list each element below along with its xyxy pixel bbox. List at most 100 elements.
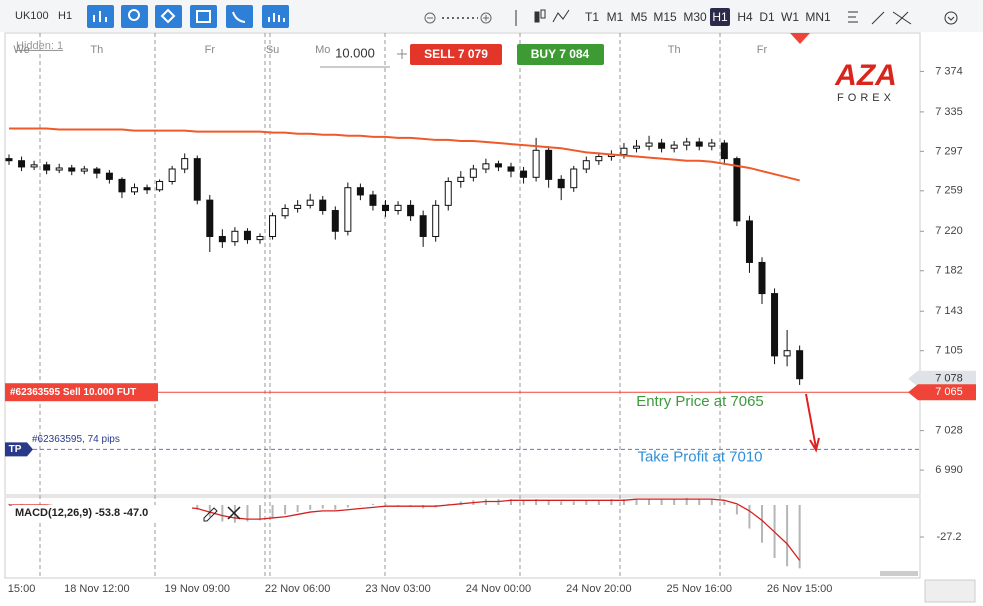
- period-highlight: [710, 8, 730, 26]
- candle-body: [18, 160, 26, 168]
- logo-sub: FOREX: [837, 92, 895, 104]
- period[interactable]: M30: [683, 10, 707, 24]
- hidden-count[interactable]: Hidden: 1: [16, 40, 63, 52]
- macd-bar: [321, 505, 324, 509]
- period[interactable]: MN1: [805, 10, 831, 24]
- buy-label[interactable]: BUY 7 084: [531, 47, 590, 61]
- icon: [232, 11, 246, 23]
- macd-bar: [547, 500, 550, 506]
- period[interactable]: M1: [607, 10, 624, 24]
- candle-body: [105, 172, 113, 180]
- logo: AZA FOREX: [834, 59, 897, 104]
- scrollbar[interactable]: [880, 571, 918, 576]
- y-tick-label: 6 990: [935, 464, 963, 476]
- macd-bar: [698, 499, 701, 506]
- price-tag-bg: [908, 384, 976, 401]
- timeframe[interactable]: H1: [58, 10, 72, 22]
- candle-body: [231, 230, 239, 243]
- y-tick-label: 7 297: [935, 145, 963, 157]
- macd-bar: [522, 500, 525, 506]
- edit-icon[interactable]: [203, 507, 218, 522]
- candle-body: [43, 164, 51, 171]
- candle-body: [494, 163, 502, 168]
- period[interactable]: M5: [631, 10, 648, 24]
- icon: [268, 13, 285, 22]
- candle-body: [595, 156, 603, 162]
- candle-body: [269, 215, 277, 237]
- y-tick-label: 7 105: [935, 345, 963, 357]
- candle-body: [55, 167, 63, 171]
- period[interactable]: D1: [759, 10, 775, 24]
- macd-title: MACD(12,26,9) -53.8 -47.0: [15, 507, 148, 519]
- macd-bar: [309, 505, 312, 510]
- candle-body: [80, 168, 88, 172]
- y-tick-label: 7 220: [935, 225, 963, 237]
- macd-bar: [284, 505, 287, 515]
- sell-button[interactable]: [410, 44, 502, 65]
- draw-tools[interactable]: [848, 11, 958, 25]
- macd-title-bg: [12, 505, 192, 520]
- candle-body: [68, 167, 76, 172]
- candle-body: [143, 187, 151, 191]
- chart-type-icons[interactable]: [515, 9, 570, 26]
- candle-body: [745, 220, 753, 263]
- price-tag: 7 065: [935, 386, 963, 398]
- macd-bar: [535, 499, 538, 506]
- x-tick-label: 15:00: [8, 583, 36, 595]
- candle-body: [582, 160, 590, 170]
- macd-bar: [371, 503, 374, 506]
- level-label: Entry Price at 7065: [636, 393, 764, 410]
- macd-bar: [685, 497, 688, 506]
- x-tick-label: 22 Nov 06:00: [265, 583, 330, 595]
- x-tick-label: 26 Nov 15:00: [767, 583, 832, 595]
- symbol[interactable]: UK100: [15, 10, 49, 22]
- day-label: Mo: [315, 44, 330, 56]
- macd-bar: [723, 501, 726, 506]
- candle-body: [733, 158, 741, 222]
- tool-button[interactable]: [226, 5, 253, 28]
- arrow: [805, 393, 820, 453]
- tp-note: #62363595, 74 pips: [32, 434, 120, 445]
- macd-bar: [748, 505, 751, 529]
- macd-bar: [610, 499, 613, 506]
- logo-brand: AZA: [834, 59, 897, 92]
- order-tag-bg: [5, 383, 158, 402]
- y-tick-label: 7 374: [935, 65, 963, 77]
- candle-body: [469, 168, 477, 178]
- corner-button[interactable]: [924, 579, 976, 603]
- candle-body: [633, 145, 640, 149]
- period[interactable]: W1: [781, 10, 799, 24]
- volume[interactable]: 10.000: [335, 45, 375, 60]
- zoom-control[interactable]: [424, 12, 492, 24]
- day-label: Su: [266, 44, 279, 56]
- candle-body: [93, 168, 101, 174]
- sell-label[interactable]: SELL 7 079: [424, 47, 488, 61]
- volume-plus[interactable]: [397, 49, 407, 59]
- period[interactable]: H4: [737, 10, 753, 24]
- y-tick-label: 7 259: [935, 185, 963, 197]
- macd-bar: [560, 501, 563, 506]
- tool-button[interactable]: [190, 5, 217, 28]
- period[interactable]: M15: [653, 10, 677, 24]
- tool-button[interactable]: [121, 5, 148, 28]
- period[interactable]: T1: [585, 10, 599, 24]
- icon: [128, 9, 140, 21]
- macd-bar: [271, 505, 274, 518]
- candle-body: [281, 207, 289, 217]
- candle-body: [206, 199, 214, 237]
- close-icon[interactable]: [227, 506, 241, 520]
- candle-body: [758, 261, 766, 295]
- tool-button[interactable]: [262, 5, 289, 28]
- candle-body: [645, 142, 653, 147]
- macd-bar: [798, 505, 801, 569]
- macd-bar: [635, 499, 638, 506]
- macd-bar: [334, 505, 337, 510]
- candle-body: [570, 168, 578, 189]
- period[interactable]: H1: [712, 10, 728, 24]
- tool-button[interactable]: [155, 5, 182, 28]
- x-tick-label: 25 Nov 16:00: [667, 583, 732, 595]
- moving-average: [9, 127, 800, 182]
- scroll-marker[interactable]: [790, 33, 810, 44]
- y-tick-label: 7 335: [935, 106, 963, 118]
- buy-button[interactable]: [517, 44, 604, 65]
